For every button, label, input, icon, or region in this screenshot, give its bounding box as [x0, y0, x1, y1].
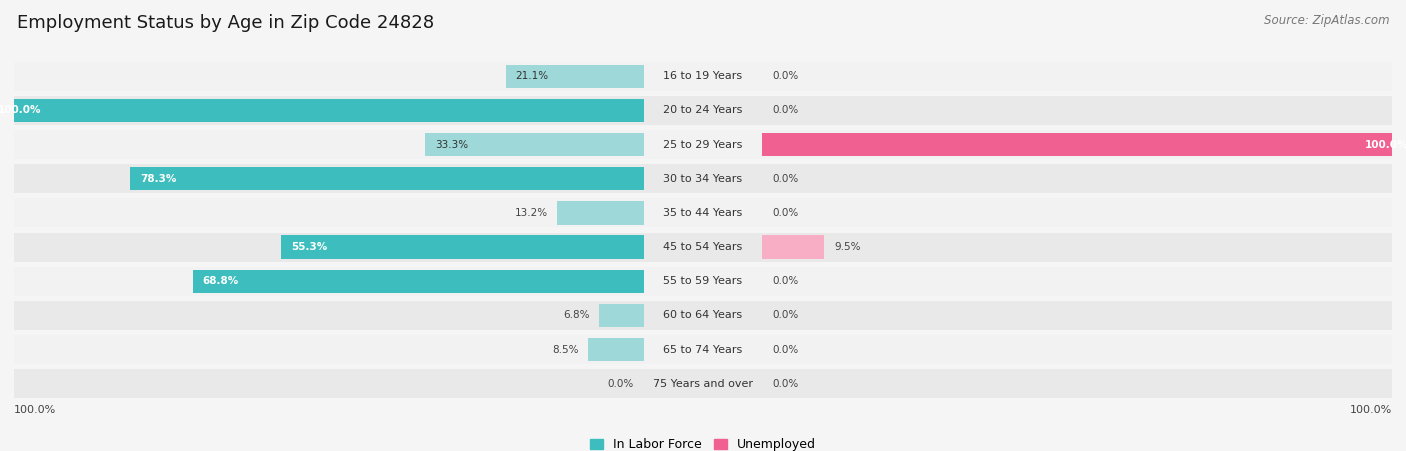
Text: 0.0%: 0.0%: [772, 71, 799, 81]
Text: 100.0%: 100.0%: [1365, 140, 1406, 150]
Text: 0.0%: 0.0%: [772, 345, 799, 354]
Bar: [762, 133, 1406, 156]
Bar: [14, 198, 1392, 227]
Text: 65 to 74 Years: 65 to 74 Years: [664, 345, 742, 354]
Text: 0.0%: 0.0%: [772, 276, 799, 286]
Legend: In Labor Force, Unemployed: In Labor Force, Unemployed: [585, 433, 821, 451]
Text: 0.0%: 0.0%: [772, 174, 799, 184]
Text: 78.3%: 78.3%: [141, 174, 176, 184]
Text: Employment Status by Age in Zip Code 24828: Employment Status by Age in Zip Code 248…: [17, 14, 434, 32]
Text: 0.0%: 0.0%: [772, 310, 799, 320]
Bar: [14, 335, 1392, 364]
Text: 33.3%: 33.3%: [436, 140, 468, 150]
Text: 100.0%: 100.0%: [1350, 405, 1392, 415]
Text: 100.0%: 100.0%: [0, 106, 41, 115]
Text: 60 to 64 Years: 60 to 64 Years: [664, 310, 742, 320]
Bar: [0, 99, 644, 122]
Text: 21.1%: 21.1%: [516, 71, 548, 81]
Bar: [14, 233, 1392, 262]
Bar: [193, 270, 644, 293]
Bar: [131, 167, 644, 190]
Text: 45 to 54 Years: 45 to 54 Years: [664, 242, 742, 252]
Bar: [14, 96, 1392, 125]
Bar: [14, 164, 1392, 193]
Text: 0.0%: 0.0%: [607, 379, 634, 389]
Bar: [506, 64, 644, 88]
Text: 6.8%: 6.8%: [562, 310, 589, 320]
Text: 30 to 34 Years: 30 to 34 Years: [664, 174, 742, 184]
Text: 13.2%: 13.2%: [515, 208, 547, 218]
Bar: [14, 369, 1392, 398]
Text: 0.0%: 0.0%: [772, 106, 799, 115]
Bar: [14, 267, 1392, 296]
Text: 68.8%: 68.8%: [202, 276, 239, 286]
Bar: [14, 130, 1392, 159]
Text: 16 to 19 Years: 16 to 19 Years: [664, 71, 742, 81]
Text: 55.3%: 55.3%: [291, 242, 328, 252]
Text: 55 to 59 Years: 55 to 59 Years: [664, 276, 742, 286]
Bar: [557, 201, 644, 225]
Bar: [14, 301, 1392, 330]
Text: 9.5%: 9.5%: [834, 242, 860, 252]
Text: 20 to 24 Years: 20 to 24 Years: [664, 106, 742, 115]
Text: 100.0%: 100.0%: [14, 405, 56, 415]
Text: 8.5%: 8.5%: [551, 345, 578, 354]
Bar: [281, 235, 644, 259]
Text: 0.0%: 0.0%: [772, 379, 799, 389]
Bar: [14, 62, 1392, 91]
Bar: [426, 133, 644, 156]
Text: Source: ZipAtlas.com: Source: ZipAtlas.com: [1264, 14, 1389, 27]
Bar: [762, 235, 824, 259]
Bar: [588, 338, 644, 361]
Text: 25 to 29 Years: 25 to 29 Years: [664, 140, 742, 150]
Text: 35 to 44 Years: 35 to 44 Years: [664, 208, 742, 218]
Bar: [599, 304, 644, 327]
Text: 0.0%: 0.0%: [772, 208, 799, 218]
Text: 75 Years and over: 75 Years and over: [652, 379, 754, 389]
